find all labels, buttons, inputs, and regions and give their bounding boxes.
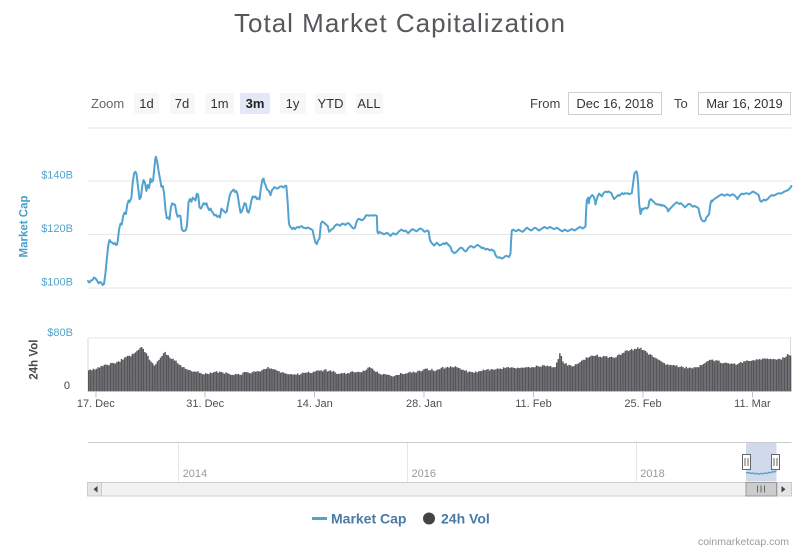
svg-text:24h Vol: 24h Vol [441,511,490,527]
svg-text:$100B: $100B [41,277,73,289]
svg-text:24h Vol: 24h Vol [29,340,41,380]
svg-text:2016: 2016 [412,468,436,480]
svg-text:Total Market Capitalization: Total Market Capitalization [234,8,566,38]
svg-text:2018: 2018 [640,468,664,480]
svg-text:coinmarketcap.com: coinmarketcap.com [698,536,789,548]
svg-text:0: 0 [64,380,70,392]
svg-text:$80B: $80B [47,327,73,339]
svg-text:To: To [674,96,688,111]
svg-text:2014: 2014 [183,468,207,480]
svg-text:From: From [530,96,560,111]
svg-text:Market Cap: Market Cap [331,511,406,527]
svg-text:Zoom: Zoom [91,96,124,111]
svg-text:Market Cap: Market Cap [19,196,31,258]
svg-text:$120B: $120B [41,223,73,235]
svg-text:$140B: $140B [41,170,73,182]
